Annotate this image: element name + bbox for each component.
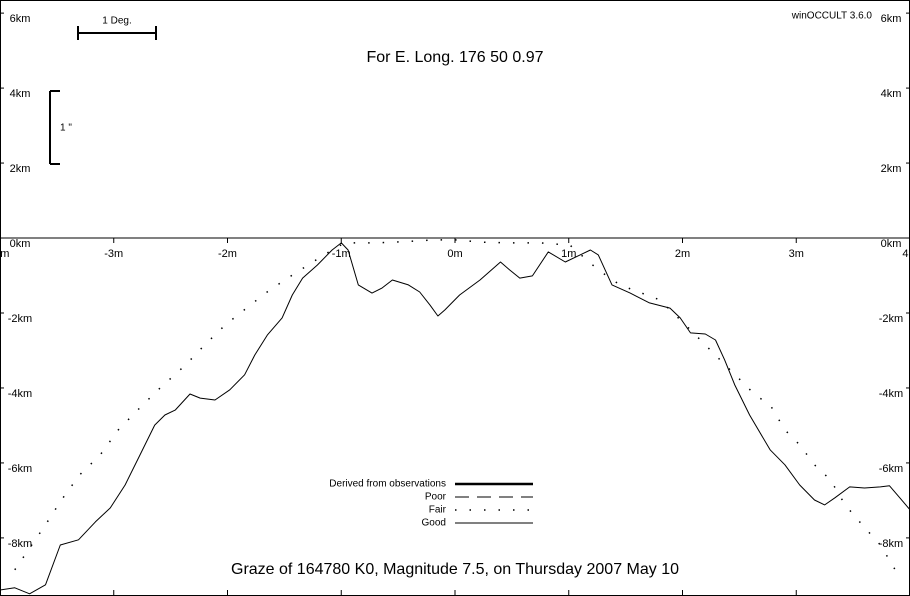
profile-line xyxy=(0,242,910,595)
y-tick-label: 4km xyxy=(10,88,31,100)
x-tick-label: 3m xyxy=(789,248,804,260)
x-tick-label: -3m xyxy=(104,248,123,260)
y-tick-label: 2km xyxy=(10,163,31,175)
y-tick-label-right: 6km xyxy=(881,13,902,25)
legend-label: Derived from observations xyxy=(329,479,446,490)
chart-title: Graze of 164780 K0, Magnitude 7.5, on Th… xyxy=(231,561,679,578)
y-tick-label: 0km xyxy=(10,238,31,250)
legend-label: Good xyxy=(422,518,446,529)
x-tick-label: 2m xyxy=(675,248,690,260)
y-tick-label: -8km xyxy=(8,538,32,550)
program-version: winOCCULT 3.6.0 xyxy=(791,11,873,22)
legend-label: Fair xyxy=(429,505,447,516)
y-tick-label: -6km xyxy=(8,463,32,475)
legend-label: Poor xyxy=(425,492,447,503)
x-tick-label: -2m xyxy=(218,248,237,260)
y-tick-label-right: -6km xyxy=(879,463,903,475)
y-tick-label-right: -8km xyxy=(879,538,903,550)
arcsec-scale-label: 1 " xyxy=(60,123,72,134)
y-tick-label: -4km xyxy=(8,388,32,400)
y-tick-label-right: -2km xyxy=(879,313,903,325)
x-tick-label: 1m xyxy=(561,248,576,260)
y-tick-label: -2km xyxy=(8,313,32,325)
y-tick-label: 6km xyxy=(10,13,31,25)
x-tick-label: 0m xyxy=(447,248,462,260)
y-tick-label-right: -4km xyxy=(879,388,903,400)
y-tick-label-right: 4km xyxy=(881,88,902,100)
chart-subtitle: For E. Long. 176 50 0.97 xyxy=(366,49,543,66)
arcsec-scale-bar xyxy=(49,90,60,165)
degree-scale-label: 1 Deg. xyxy=(102,16,131,27)
x-tick-label: -1m xyxy=(332,248,351,260)
y-tick-label-right: 0km xyxy=(881,238,902,250)
degree-scale-bar xyxy=(77,26,157,40)
x-tick-label: -4m xyxy=(0,248,9,260)
y-tick-label-right: 2km xyxy=(881,163,902,175)
x-tick-label: 4m xyxy=(902,248,910,260)
